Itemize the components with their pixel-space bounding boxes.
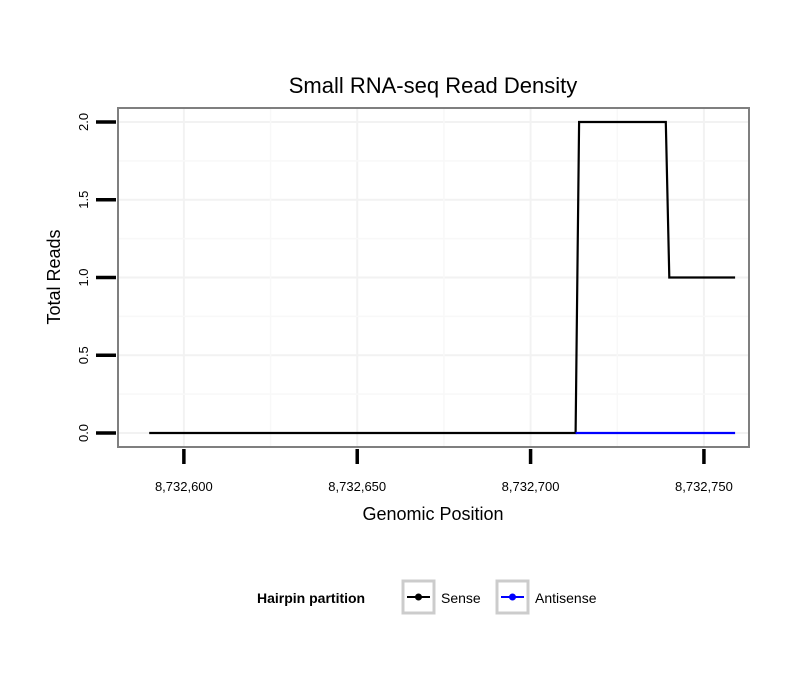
x-tick-label: 8,732,750 [675, 479, 733, 494]
grid [118, 108, 749, 447]
legend-key-marker [415, 593, 422, 601]
y-tick-label: 1.5 [76, 191, 91, 209]
plot-series [149, 120, 736, 435]
legend-items: Sense Antisense [401, 579, 597, 615]
legend: Hairpin partition Sense Antisense [257, 579, 597, 615]
plot-panel-border [117, 107, 750, 448]
x-axis-title: Genomic Position [362, 504, 503, 524]
y-axis: 0.0 0.5 1.0 1.5 2.0 [76, 113, 116, 442]
legend-label: Antisense [535, 590, 597, 606]
legend-title: Hairpin partition [257, 590, 365, 606]
y-tick-label: 2.0 [76, 113, 91, 131]
x-tick-label: 8,732,650 [328, 479, 386, 494]
chart-title: Small RNA-seq Read Density [289, 73, 578, 98]
y-tick-label: 0.0 [76, 424, 91, 442]
x-tick-label: 8,732,700 [502, 479, 560, 494]
series-line-sense [149, 120, 736, 435]
legend-key-marker [509, 593, 516, 601]
y-tick-label: 0.5 [76, 346, 91, 364]
legend-label: Sense [441, 590, 481, 606]
y-tick-label: 1.0 [76, 268, 91, 286]
y-axis-title: Total Reads [44, 229, 64, 324]
x-axis: 8,732,600 8,732,650 8,732,700 8,732,750 [155, 449, 733, 494]
x-tick-label: 8,732,600 [155, 479, 213, 494]
